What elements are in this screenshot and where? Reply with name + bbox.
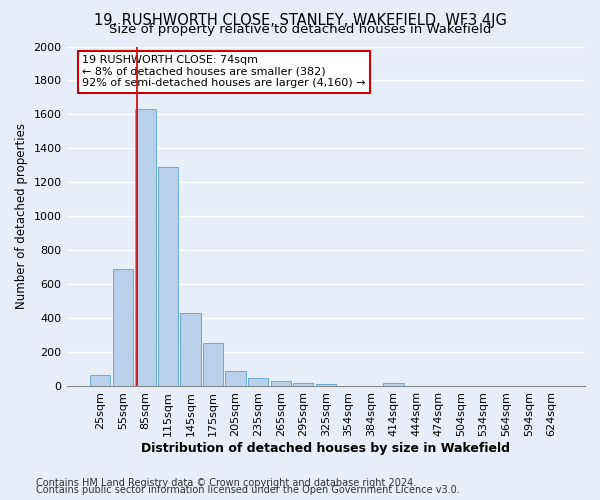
Bar: [181, 314, 200, 386]
Text: Size of property relative to detached houses in Wakefield: Size of property relative to detached ho…: [109, 22, 491, 36]
Bar: [203, 343, 223, 386]
Bar: [158, 167, 178, 386]
Bar: [293, 383, 313, 386]
Bar: [271, 382, 291, 386]
Bar: [248, 378, 268, 386]
Bar: [226, 371, 246, 386]
Text: Contains HM Land Registry data © Crown copyright and database right 2024.: Contains HM Land Registry data © Crown c…: [36, 478, 416, 488]
Y-axis label: Number of detached properties: Number of detached properties: [15, 124, 28, 310]
Bar: [316, 384, 336, 386]
Bar: [135, 108, 155, 386]
X-axis label: Distribution of detached houses by size in Wakefield: Distribution of detached houses by size …: [141, 442, 510, 455]
Text: 19 RUSHWORTH CLOSE: 74sqm
← 8% of detached houses are smaller (382)
92% of semi-: 19 RUSHWORTH CLOSE: 74sqm ← 8% of detach…: [82, 55, 365, 88]
Text: 19, RUSHWORTH CLOSE, STANLEY, WAKEFIELD, WF3 4JG: 19, RUSHWORTH CLOSE, STANLEY, WAKEFIELD,…: [94, 12, 506, 28]
Text: Contains public sector information licensed under the Open Government Licence v3: Contains public sector information licen…: [36, 485, 460, 495]
Bar: [113, 269, 133, 386]
Bar: [383, 383, 404, 386]
Bar: [90, 376, 110, 386]
